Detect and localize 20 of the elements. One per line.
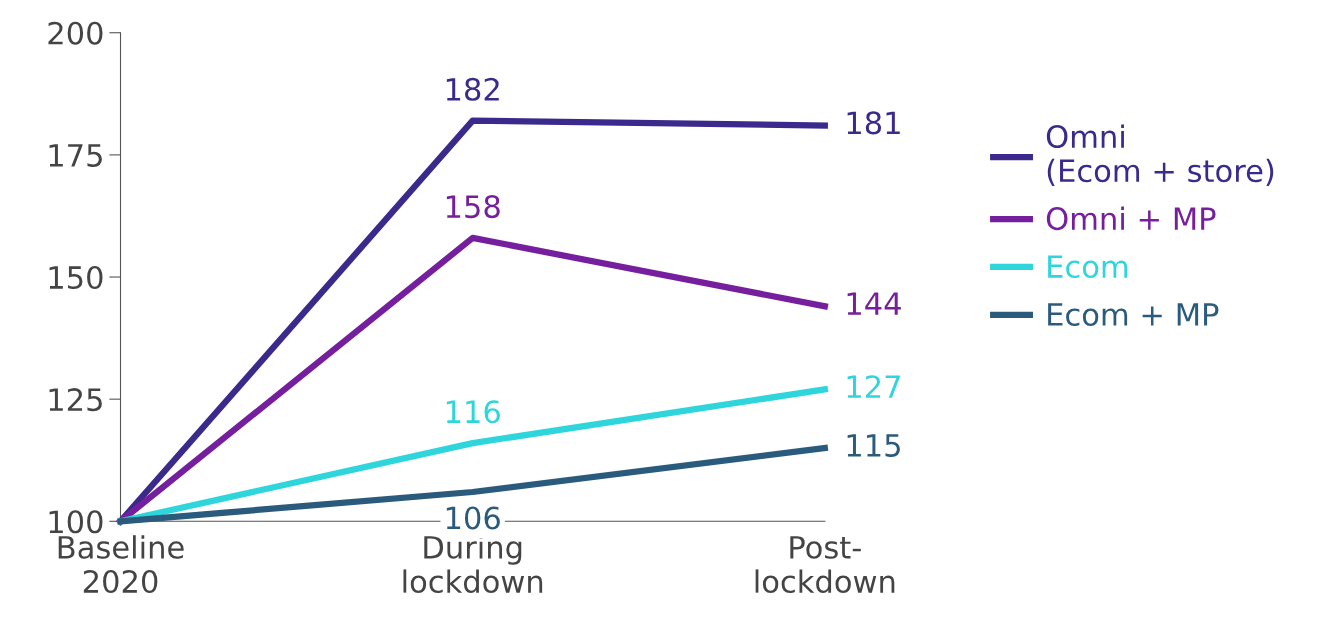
legend-label: Ecom + MP xyxy=(1048,303,1219,326)
legend-label: Omni (Ecom + store) xyxy=(1046,124,1274,186)
legend-label: Omni + MP xyxy=(1046,206,1216,231)
x-tick-label: Baseline 2020 xyxy=(58,535,184,594)
data-label: 182 xyxy=(446,77,499,101)
y-tick-label: 125 xyxy=(49,388,102,412)
data-label: 115 xyxy=(847,434,900,457)
data-label: 144 xyxy=(847,292,901,315)
data-label: 127 xyxy=(847,375,900,398)
x-tick-label: During lockdown xyxy=(403,535,543,594)
y-tick-label: 175 xyxy=(49,144,102,167)
y-tick-label: 150 xyxy=(49,265,103,290)
data-label: 181 xyxy=(847,111,900,135)
x-tick-label: Post- lockdown xyxy=(755,536,895,594)
legend-label: Ecom xyxy=(1048,255,1128,279)
data-label: 106 xyxy=(446,506,500,530)
data-label: 116 xyxy=(446,400,500,424)
y-tick-label: 200 xyxy=(48,21,103,45)
data-label: 158 xyxy=(446,195,500,219)
y-tick-label: 100 xyxy=(49,510,103,534)
